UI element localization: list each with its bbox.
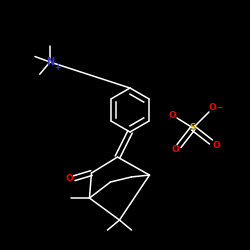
- Text: +: +: [54, 64, 60, 72]
- Text: O: O: [65, 174, 73, 183]
- Text: O: O: [212, 140, 220, 149]
- Text: N: N: [46, 57, 54, 67]
- Text: S: S: [190, 124, 196, 132]
- Text: O: O: [168, 110, 176, 120]
- Text: −: −: [216, 104, 222, 112]
- Text: O: O: [208, 102, 216, 112]
- Text: O: O: [171, 146, 179, 154]
